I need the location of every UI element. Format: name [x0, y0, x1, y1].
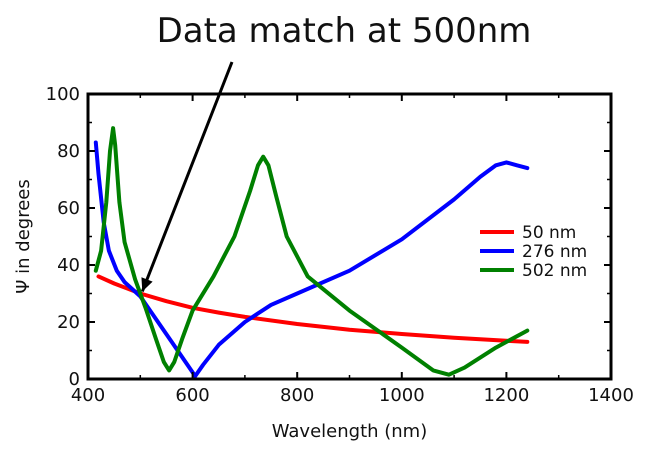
y-tick-label-1: 20	[57, 312, 80, 333]
y-axis-label: Ψ in degrees	[13, 179, 34, 293]
y-tick-label-4: 80	[57, 141, 80, 162]
annotation-arrow-head	[141, 277, 153, 292]
annotation-arrow	[140, 61, 234, 293]
x-tick-label-5: 1400	[588, 385, 634, 406]
annotation-text: Data match at 500nm	[157, 11, 532, 51]
y-axis-ticks: 0 20 40 60 80 100	[46, 84, 611, 390]
legend-label-1: 276 nm	[522, 242, 587, 262]
y-tick-label-0: 0	[69, 369, 80, 390]
annotation-arrow-shaft	[140, 61, 234, 293]
x-tick-label-1: 600	[175, 385, 209, 406]
x-axis-label: Wavelength (nm)	[272, 421, 428, 442]
y-tick-label-2: 40	[57, 255, 80, 276]
legend-label-2: 502 nm	[522, 261, 587, 281]
series-line-1	[93, 140, 530, 379]
x-axis-ticks: 400 600 800 1000 1200 1400	[71, 94, 634, 406]
x-tick-label-0: 400	[71, 385, 105, 406]
y-tick-label-3: 60	[57, 198, 80, 219]
x-tick-label-3: 1000	[379, 385, 425, 406]
legend-label-0: 50 nm	[522, 223, 576, 243]
x-tick-label-2: 800	[280, 385, 314, 406]
series-line-2	[93, 126, 530, 377]
y-tick-label-5: 100	[46, 84, 80, 105]
x-tick-label-4: 1200	[483, 385, 529, 406]
series-lines	[93, 126, 530, 379]
